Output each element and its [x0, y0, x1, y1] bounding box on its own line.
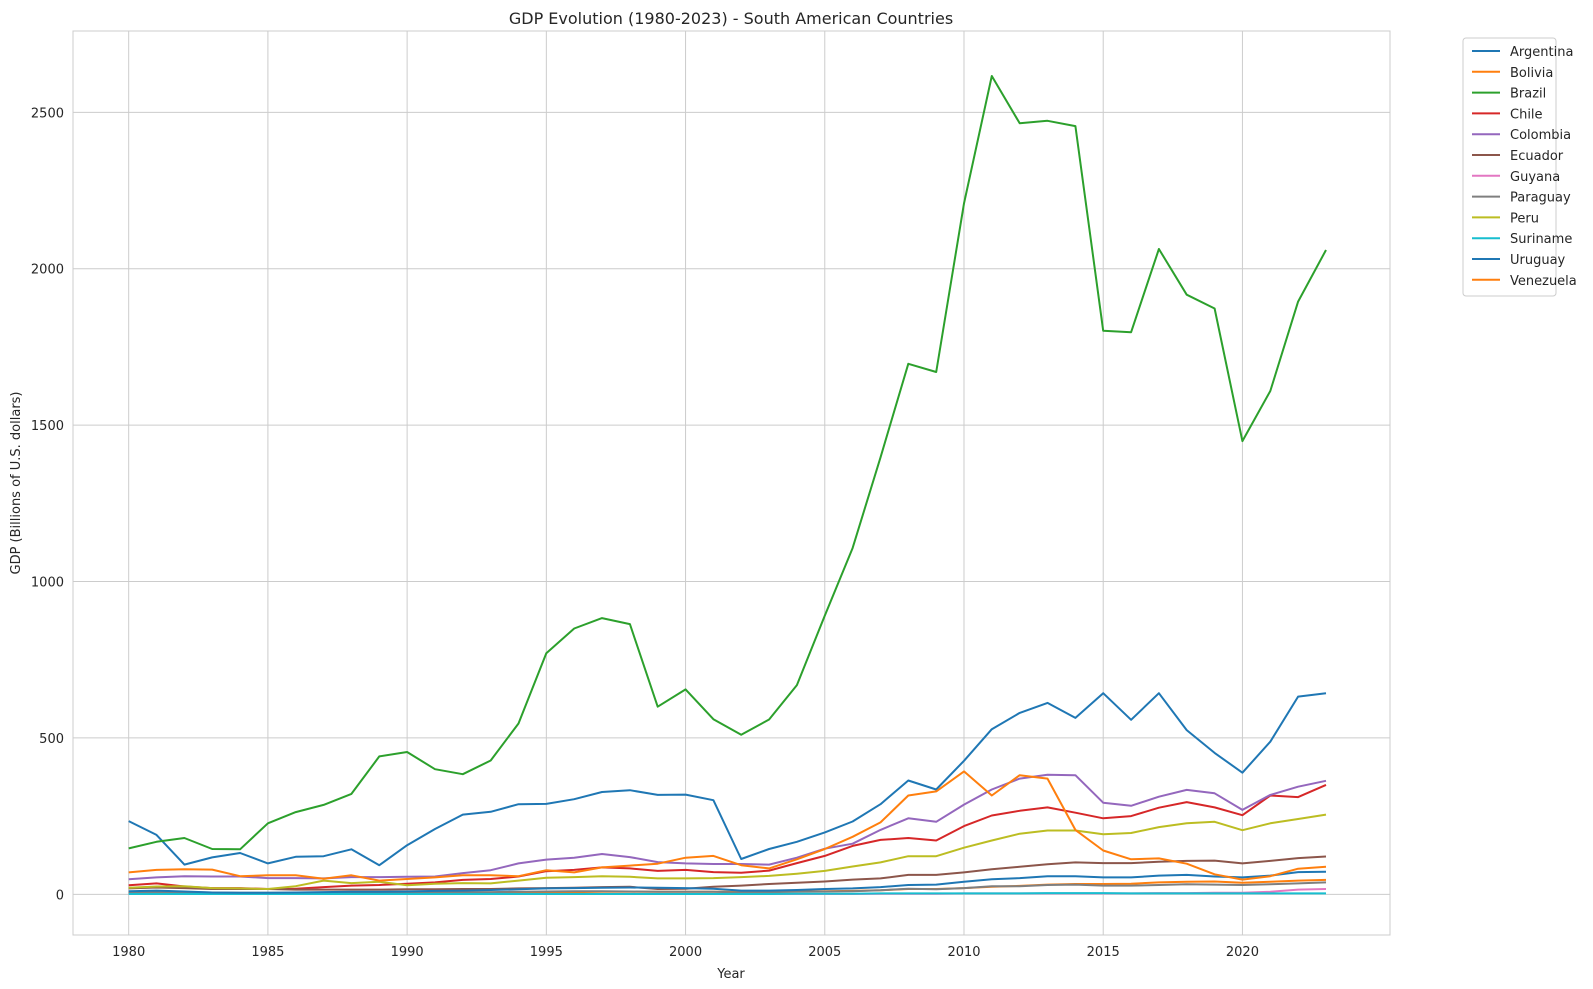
- legend-label-ecuador: Ecuador: [1510, 149, 1564, 164]
- legend-label-peru: Peru: [1510, 211, 1539, 226]
- x-tick-label: 1980: [112, 945, 145, 960]
- y-tick-label: 2000: [31, 263, 64, 278]
- legend: Argentina Bolivia Brazil Chile Colombia Ecuad…: [1462, 37, 1577, 297]
- series-line-venezuela: [128, 770, 1327, 882]
- x-tick-label: 2020: [1226, 945, 1259, 960]
- series-line-brazil: [128, 75, 1327, 851]
- plot-frame: [72, 30, 1391, 936]
- legend-label-colombia: Colombia: [1510, 128, 1571, 143]
- y-tick-label: 0: [56, 888, 64, 903]
- series-line-ecuador: [128, 855, 1327, 891]
- x-tick-label: 1995: [530, 945, 563, 960]
- x-tick-label: 2005: [808, 945, 841, 960]
- legend-label-argentina: Argentina: [1510, 45, 1573, 60]
- series-line-uruguay: [128, 870, 1327, 894]
- x-tick-label: 1990: [391, 945, 424, 960]
- legend-label-suriname: Suriname: [1510, 232, 1572, 247]
- y-tick-label: 1000: [31, 576, 64, 591]
- legend-label-brazil: Brazil: [1510, 87, 1546, 102]
- x-tick-label: 2015: [1087, 945, 1120, 960]
- series-line-suriname: [128, 892, 1326, 895]
- x-tick-label: 2010: [947, 945, 980, 960]
- legend-label-guyana: Guyana: [1510, 170, 1560, 185]
- legend-label-chile: Chile: [1510, 107, 1543, 122]
- x-tick-label: 2000: [669, 945, 702, 960]
- chart-title: GDP Evolution (1980-2023) - South Americ…: [509, 9, 953, 28]
- legend-label-venezuela: Venezuela: [1510, 274, 1577, 289]
- legend-label-paraguay: Paraguay: [1510, 191, 1571, 206]
- y-tick-labels: 0 500 1000 1500 2000 2500: [31, 106, 64, 903]
- y-tick-label: 1500: [31, 419, 64, 434]
- x-axis-label: Year: [716, 967, 745, 982]
- x-tick-labels: 1980 1985 1990 1995 2000 2005 2010 2015 2020: [112, 945, 1259, 960]
- x-tick-label: 1985: [251, 945, 284, 960]
- legend-frame: [1462, 37, 1557, 297]
- y-tick-label: 2500: [31, 106, 64, 121]
- y-tick-label: 500: [39, 732, 64, 747]
- legend-label-bolivia: Bolivia: [1510, 66, 1553, 81]
- series-line-peru: [128, 813, 1327, 890]
- series-lines: [128, 75, 1327, 895]
- y-axis-label: GDP (Billions of U.S. dollars): [9, 391, 24, 574]
- legend-label-uruguay: Uruguay: [1510, 253, 1566, 268]
- series-line-chile: [128, 783, 1327, 890]
- series-line-argentina: [128, 692, 1327, 867]
